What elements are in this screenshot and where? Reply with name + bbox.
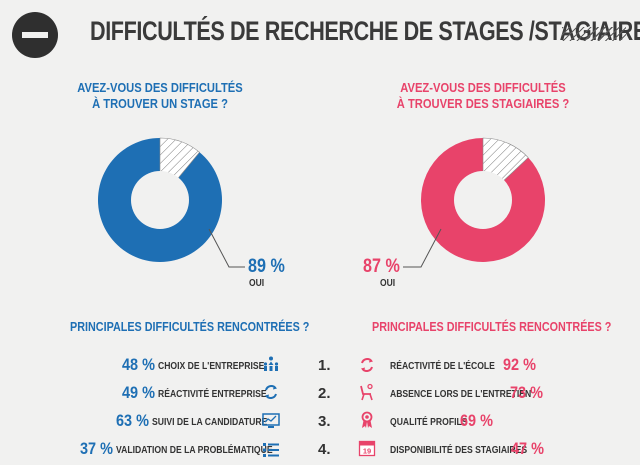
- calendar-day: 19: [363, 447, 371, 456]
- left-percent: 89 %: [248, 256, 285, 277]
- left-donut-chart: [97, 137, 222, 262]
- right-item-2-label: ABSENCE LORS DE L'ENTRETIEN: [390, 388, 532, 400]
- monitor-chart-icon: [262, 413, 280, 428]
- left-item-2-label: RÉACTIVITÉ ENTREPRISE: [158, 388, 267, 400]
- left-item-3-label: SUIVI DE LA CANDIDATURE: [152, 416, 268, 428]
- left-item-4-pct: 37 %: [80, 439, 113, 458]
- left-question: AVEZ-VOUS DES DIFFICULTÉS À TROUVER UN S…: [57, 80, 263, 112]
- right-leader-line: [403, 228, 442, 268]
- people-choice-icon: [263, 356, 279, 371]
- left-leader-line: [208, 228, 245, 268]
- calendar-icon: 19: [358, 440, 376, 457]
- left-item-2-pct: 49 %: [122, 383, 155, 402]
- right-percent: 87 %: [363, 256, 400, 277]
- right-answer: OUI: [380, 278, 396, 289]
- award-ribbon-icon: [361, 411, 373, 428]
- right-question-line1: AVEZ-VOUS DES DIFFICULTÉS: [400, 80, 566, 95]
- left-item-4-label: VALIDATION DE LA PROBLÉMATIQUE: [116, 444, 273, 456]
- right-item-1-pct: 92 %: [503, 355, 536, 374]
- right-item-3-pct: 69 %: [460, 411, 493, 430]
- right-question: AVEZ-VOUS DES DIFFICULTÉS À TROUVER DES …: [380, 80, 586, 112]
- minus-circle-icon: [12, 12, 58, 58]
- left-question-line1: AVEZ-VOUS DES DIFFICULTÉS: [77, 80, 243, 95]
- right-section-title: PRINCIPALES DIFFICULTÉS RENCONTRÉES ?: [372, 319, 612, 334]
- right-item-4-rank: 4.: [318, 441, 331, 458]
- right-item-2-rank: 2.: [318, 385, 331, 402]
- right-item-3-rank: 3.: [318, 413, 331, 430]
- hatch-decoration: [562, 27, 626, 41]
- right-item-1-rank: 1.: [318, 357, 331, 374]
- left-item-1-label: CHOIX DE L'ENTREPRISE: [158, 360, 265, 372]
- empty-chair-icon: [360, 383, 373, 401]
- left-item-3-pct: 63 %: [116, 411, 149, 430]
- right-donut-hole: [454, 171, 512, 229]
- page-title: DIFFICULTÉS DE RECHERCHE DE STAGES /STAG…: [90, 16, 640, 46]
- refresh-icon: [265, 385, 277, 399]
- right-item-1-label: RÉACTIVITÉ DE L'ÉCOLE: [390, 360, 495, 372]
- checklist-icon: [263, 443, 279, 457]
- right-question-line2: À TROUVER DES STAGIAIRES ?: [396, 96, 570, 111]
- left-answer: OUI: [249, 278, 265, 289]
- refresh-icon: [361, 358, 373, 372]
- right-donut-chart: [421, 137, 546, 262]
- left-donut-hole: [131, 171, 189, 229]
- left-item-1-pct: 48 %: [122, 355, 155, 374]
- left-question-line2: À TROUVER UN STAGE ?: [92, 96, 228, 111]
- right-item-4-label: DISPONIBILITÉ DES STAGIAIRES: [390, 444, 528, 456]
- right-item-2-pct: 73 %: [510, 383, 543, 402]
- left-section-title: PRINCIPALES DIFFICULTÉS RENCONTRÉES ?: [70, 319, 310, 334]
- right-item-4-pct: 47 %: [511, 439, 544, 458]
- right-item-3-label: QUALITÉ PROFILS: [390, 416, 468, 428]
